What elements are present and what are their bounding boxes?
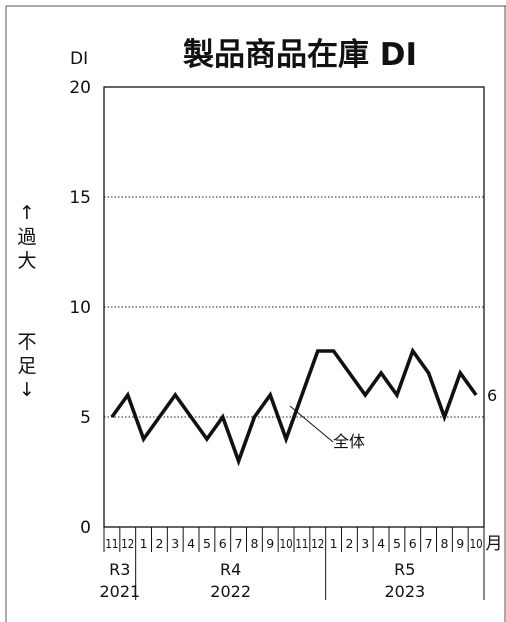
y-axis-label: DI xyxy=(70,49,88,69)
side-label-excess-char: ↑ xyxy=(19,202,35,224)
x-tick-label: 3 xyxy=(361,536,369,551)
x-unit-label: 月 xyxy=(486,534,503,554)
x-tick-label: 8 xyxy=(250,536,258,551)
x-tick-label: 11 xyxy=(295,536,308,551)
chart-title: 製品商品在庫 DI xyxy=(183,37,417,73)
y-tick-labels: 0 5 10 15 20 xyxy=(69,78,91,538)
x-tick-label: 10 xyxy=(470,536,483,551)
x-tick-label: 11 xyxy=(105,536,118,551)
x-tick-label: 3 xyxy=(171,536,179,551)
x-tick-label: 2 xyxy=(345,536,353,551)
series-name-label: 全体 xyxy=(333,432,365,451)
x-tick-label: 12 xyxy=(121,536,134,551)
year-label: 2022 xyxy=(210,582,251,601)
x-tick-label: 8 xyxy=(440,536,448,551)
year-label: 2021 xyxy=(99,582,140,601)
x-tick-label: 12 xyxy=(311,536,324,551)
x-tick-label: 2 xyxy=(155,536,163,551)
x-tick-label: 9 xyxy=(266,536,274,551)
x-tick-label: 4 xyxy=(187,536,195,551)
era-label: R4 xyxy=(220,560,241,579)
y-tick-label: 15 xyxy=(69,188,91,208)
end-value-label: 6 xyxy=(487,386,497,405)
era-label: R5 xyxy=(394,560,415,579)
era-label: R3 xyxy=(109,560,130,579)
y-tick-label: 20 xyxy=(69,78,91,98)
x-tick-label: 6 xyxy=(219,536,227,551)
x-tick-label: 5 xyxy=(203,536,211,551)
y-tick-label: 10 xyxy=(69,298,91,318)
x-tick-label: 4 xyxy=(377,536,385,551)
x-tick-label: 1 xyxy=(140,536,148,551)
x-tick-label: 7 xyxy=(235,536,243,551)
x-tick-label: 9 xyxy=(456,536,464,551)
side-label-shortage-char: 不 xyxy=(17,331,36,353)
year-label: 2023 xyxy=(384,582,425,601)
y-tick-label: 0 xyxy=(80,518,91,538)
x-tick-label: 5 xyxy=(393,536,401,551)
x-tick-label: 10 xyxy=(280,536,293,551)
side-label-excess-char: 大 xyxy=(17,250,36,272)
side-label-shortage-char: ↓ xyxy=(19,379,35,401)
side-label-excess-char: 過 xyxy=(17,226,36,248)
x-tick-label: 7 xyxy=(425,536,433,551)
plot-area-border xyxy=(103,86,485,528)
x-tick-label: 6 xyxy=(409,536,417,551)
y-tick-label: 5 xyxy=(80,408,91,428)
x-axis: 11 12 1 2 3 4 5 6 7 8 9 10 11 12 1 2 3 4 5 6 7 8 9 10 月R32021R42… xyxy=(99,527,503,601)
grid-lines xyxy=(104,196,484,418)
series-leader-line xyxy=(289,405,334,443)
series-layer: 全体 6 xyxy=(110,347,497,467)
side-label-shortage-char: 足 xyxy=(17,355,36,377)
series-line-zentai xyxy=(110,347,478,467)
x-tick-label: 1 xyxy=(330,536,338,551)
